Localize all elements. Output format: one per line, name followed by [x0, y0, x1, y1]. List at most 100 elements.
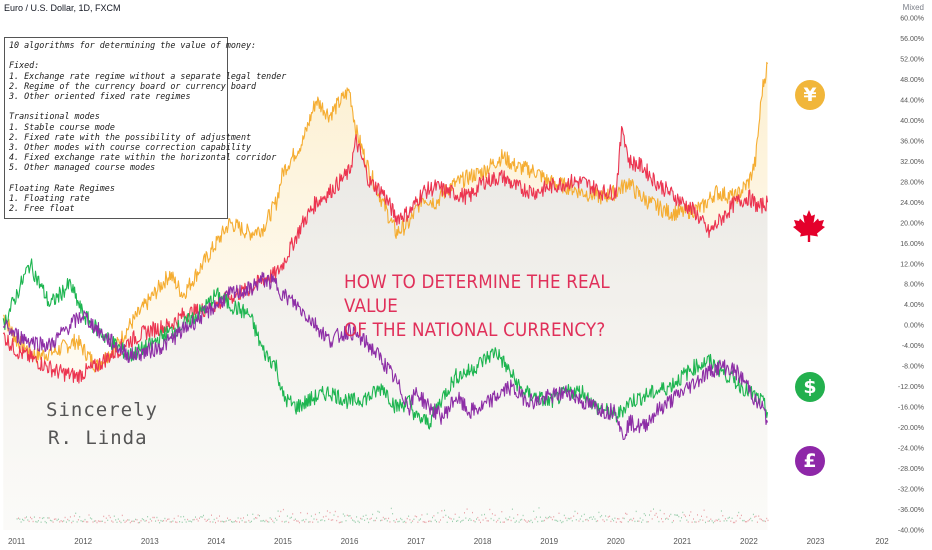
volume-dot	[332, 519, 334, 521]
volume-dot	[446, 521, 448, 523]
volume-dot	[48, 517, 50, 519]
volume-dot	[515, 520, 517, 522]
y-tick-label: -40.00%	[898, 528, 924, 535]
volume-dot	[322, 516, 324, 518]
volume-dot	[719, 520, 721, 522]
volume-dot	[595, 520, 597, 523]
x-tick-label: 2014	[207, 537, 225, 546]
pound-icon: £	[795, 446, 825, 476]
volume-dot	[337, 515, 339, 518]
volume-dot	[402, 521, 404, 523]
x-tick-label: 2021	[673, 537, 691, 546]
volume-dot	[574, 510, 576, 513]
volume-dot	[617, 518, 619, 520]
volume-dot	[430, 520, 432, 523]
volume-dot	[682, 511, 684, 514]
volume-dot	[466, 508, 468, 510]
volume-dot	[756, 521, 758, 523]
y-tick-label: -4.00%	[902, 343, 924, 350]
signature-line-2: R. Linda	[48, 427, 148, 449]
volume-dot	[731, 517, 733, 519]
volume-dot	[722, 515, 724, 517]
volume-dot	[356, 516, 358, 518]
volume-dot	[658, 520, 660, 523]
volume-dot	[172, 520, 174, 522]
volume-dot	[747, 520, 749, 522]
volume-dot	[583, 513, 585, 516]
volume-dot	[651, 518, 653, 520]
series-areas	[3, 62, 768, 531]
volume-dot	[614, 517, 616, 519]
volume-dot	[587, 519, 589, 522]
volume-dot	[317, 521, 319, 523]
volume-dot	[486, 520, 488, 522]
volume-dot	[72, 520, 74, 522]
volume-dot	[499, 521, 501, 523]
volume-dot	[599, 516, 601, 518]
volume-dot	[460, 521, 461, 523]
y-tick-label: 0.00%	[904, 323, 924, 330]
volume-dot	[429, 520, 431, 522]
volume-dot	[673, 520, 674, 522]
symbol-title[interactable]: Euro / U.S. Dollar, 1D, FXCM	[4, 3, 121, 13]
gbp-series-line[interactable]	[2, 271, 769, 441]
volume-dot	[124, 521, 126, 523]
volume-dot	[454, 513, 456, 515]
volume-dot	[438, 521, 440, 523]
volume-dot	[495, 521, 497, 523]
volume-dot	[739, 517, 741, 519]
volume-dot	[507, 518, 509, 521]
volume-dot	[647, 521, 649, 523]
volume-dot	[470, 519, 472, 521]
volume-dot	[113, 515, 115, 517]
volume-dot	[35, 520, 37, 523]
volume-dot	[20, 521, 22, 523]
volume-dot	[546, 517, 548, 520]
volume-dot	[649, 514, 650, 516]
volume-dot	[577, 512, 579, 515]
volume-dot	[386, 520, 388, 522]
x-tick-label: 2018	[474, 537, 492, 546]
volume-dot	[618, 518, 620, 520]
volume-dot	[354, 521, 356, 523]
volume-dot	[257, 514, 259, 516]
volume-dot	[370, 517, 372, 519]
volume-dot	[413, 518, 415, 520]
volume-dot	[609, 515, 611, 517]
volume-dot	[244, 521, 246, 523]
volume-dot	[619, 521, 621, 523]
volume-dot	[547, 516, 549, 519]
volume-dot	[611, 518, 613, 520]
volume-dot	[199, 517, 200, 519]
info-box-line: 1. Exchange rate regime without a separa…	[9, 70, 287, 81]
volume-dot	[313, 518, 315, 520]
volume-dot	[480, 521, 481, 524]
volume-dot	[304, 521, 306, 523]
y-tick-label: -12.00%	[898, 384, 924, 391]
volume-dot	[71, 521, 73, 524]
volume-dot	[320, 519, 322, 522]
scale-mode-label[interactable]: Mixed	[902, 3, 924, 12]
info-box-line	[9, 101, 223, 111]
volume-dot	[573, 515, 575, 517]
volume-dot	[217, 520, 219, 522]
volume-dot	[487, 520, 489, 522]
volume-dot	[127, 519, 129, 521]
y-tick-label: 56.00%	[900, 36, 924, 43]
volume-dot	[365, 514, 367, 516]
volume-dot	[131, 520, 133, 523]
volume-dot	[623, 517, 625, 520]
volume-dot	[635, 510, 637, 513]
volume-dot	[394, 521, 396, 523]
volume-dot	[268, 521, 270, 523]
volume-dot	[308, 521, 310, 523]
volume-dot	[565, 517, 567, 519]
volume-dot	[557, 520, 559, 522]
cad-series-line[interactable]	[2, 125, 769, 384]
volume-dot	[173, 517, 175, 520]
volume-dot	[736, 514, 738, 517]
volume-dot	[208, 518, 210, 520]
volume-dot	[316, 518, 318, 521]
volume-dot	[743, 519, 745, 522]
